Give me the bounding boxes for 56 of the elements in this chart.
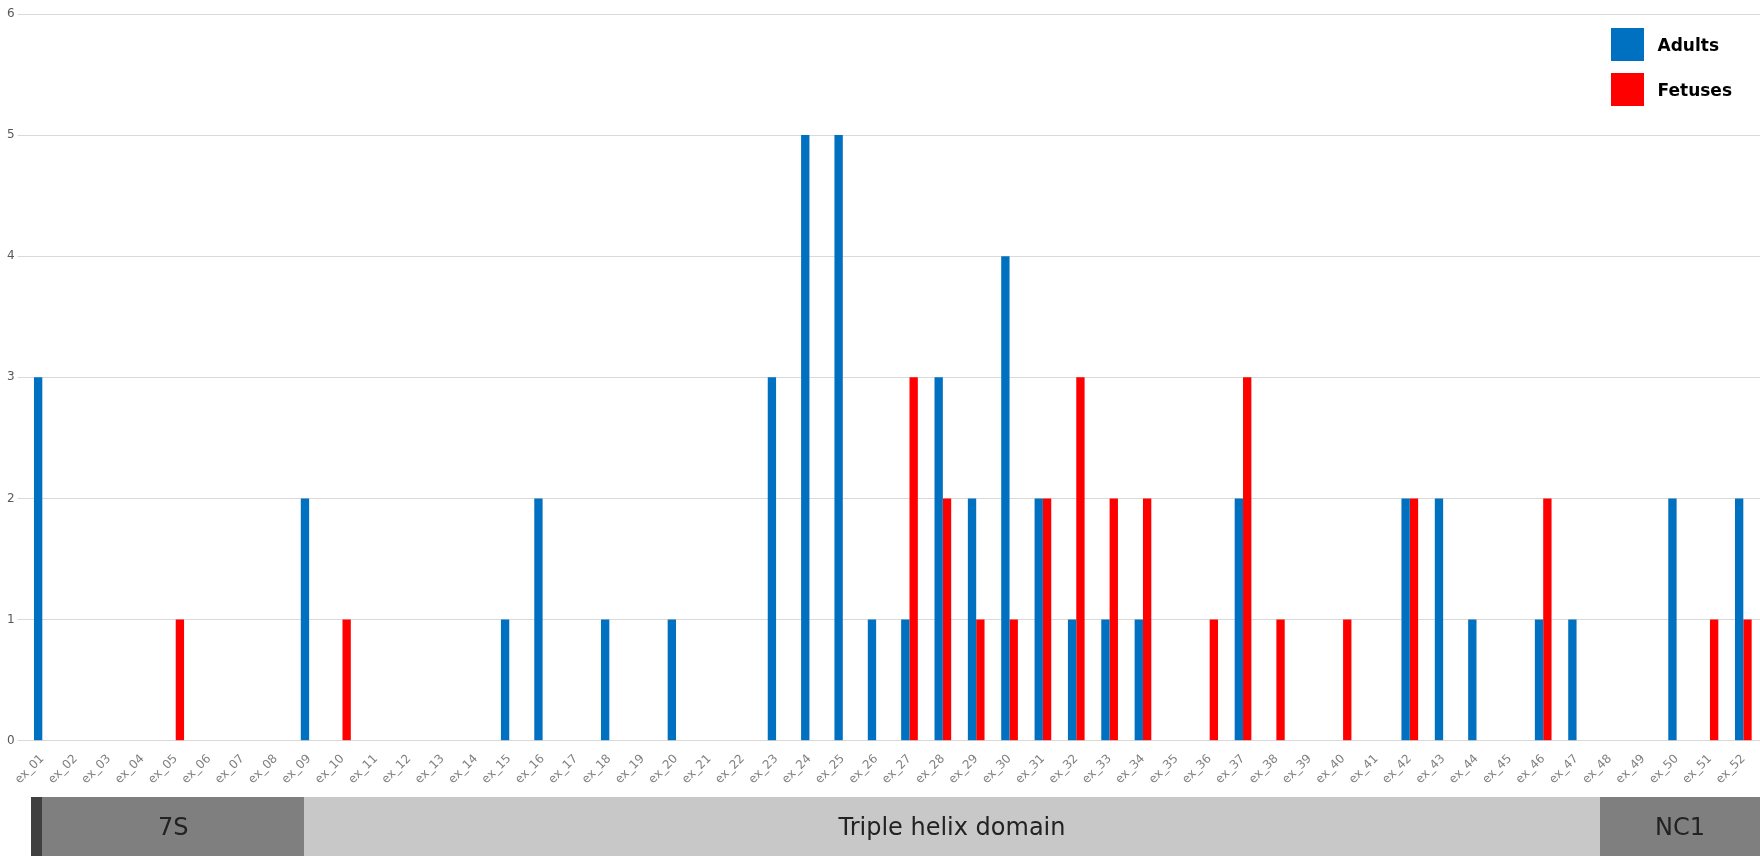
bar	[1209, 619, 1219, 741]
bar	[942, 498, 952, 741]
y-tick-label: 2	[6, 490, 15, 505]
bar	[1734, 498, 1744, 741]
text: Triple helix domain	[838, 812, 1066, 841]
bar	[967, 498, 977, 741]
bar	[500, 619, 510, 741]
bar	[1109, 498, 1118, 741]
bar	[534, 498, 543, 741]
bar	[600, 619, 610, 741]
bar	[300, 498, 310, 741]
bar	[1401, 498, 1410, 741]
y-tick-label: 1	[6, 611, 15, 626]
bar	[801, 135, 810, 741]
bar	[1001, 256, 1010, 741]
bar	[1009, 619, 1018, 741]
bar	[342, 619, 351, 741]
bar	[976, 619, 985, 741]
bar	[1243, 377, 1252, 741]
bar	[901, 619, 910, 741]
bar	[1409, 498, 1419, 741]
bar	[1343, 619, 1352, 741]
y-tick-label: 3	[6, 369, 15, 384]
bar	[1568, 619, 1577, 741]
y-tick-label: 4	[6, 248, 15, 263]
text: NC1	[1654, 812, 1705, 841]
y-tick-label: 6	[6, 6, 15, 21]
legend-label: Adults	[1657, 34, 1720, 55]
bar	[867, 619, 877, 741]
bar	[1134, 619, 1143, 741]
bar	[767, 377, 777, 741]
bar	[1534, 619, 1544, 741]
bar	[1668, 498, 1677, 741]
bar	[1076, 377, 1085, 741]
bar	[1434, 498, 1444, 741]
bar	[33, 377, 43, 741]
bar	[1276, 619, 1285, 741]
bar	[1034, 498, 1043, 741]
bar	[1042, 498, 1052, 741]
bar	[934, 377, 943, 741]
bar	[1543, 498, 1552, 741]
bar	[1101, 619, 1110, 741]
y-tick-label: 5	[6, 127, 15, 142]
bar	[909, 377, 918, 741]
bar	[1743, 619, 1752, 741]
bar	[1142, 498, 1152, 741]
bar	[1234, 498, 1244, 741]
legend-label: Fetuses	[1657, 79, 1732, 100]
bar	[667, 619, 677, 741]
bar	[175, 619, 185, 741]
y-tick-label: 0	[6, 732, 15, 747]
bar	[1067, 619, 1077, 741]
text: 7S	[157, 812, 189, 841]
bar	[834, 135, 843, 741]
bar	[1468, 619, 1477, 741]
bar	[1709, 619, 1719, 741]
